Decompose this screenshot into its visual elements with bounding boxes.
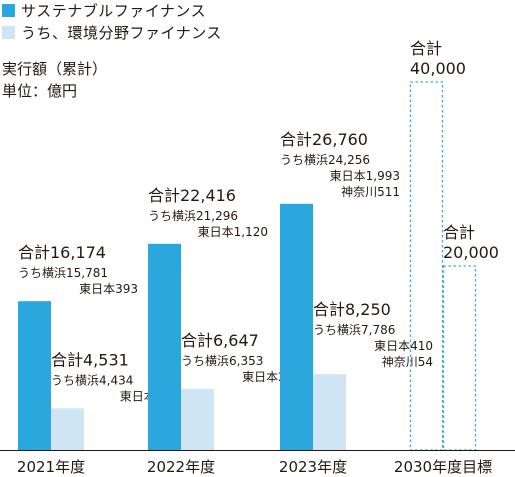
breakdown-sustainable-2-0: うち横浜24,256 [280,153,370,167]
breakdown-sustainable-1-1: 東日本1,120 [198,225,268,239]
bar-environment-1 [181,388,214,450]
unit-note: 実行額（累計） 単位：億円 [2,58,107,102]
total-label-environment-3: 合計 [443,223,475,242]
total-label-sustainable-3: 合計 [410,39,442,58]
total-label-sustainable-1: 合計22,416 [148,186,236,205]
total-label-sustainable-2: 合計26,760 [280,130,368,149]
legend-swatch-environment [2,26,15,39]
total-value-environment-3: 20,000 [443,243,499,262]
breakdown-environment-1-0: うち横浜6,353 [181,354,263,368]
legend-label-environment: うち、環境分野ファイナンス [21,24,222,42]
total-label-sustainable-0: 合計16,174 [18,243,106,262]
x-tick-label-2: 2023年度 [279,458,347,476]
bar-target-environment [442,265,477,451]
x-tick-label-0: 2021年度 [17,458,85,476]
bar-environment-0 [51,408,84,450]
breakdown-environment-0-0: うち横浜4,434 [51,373,133,387]
breakdown-sustainable-2-2: 神奈川511 [341,185,400,199]
legend-swatch-sustainable [2,4,15,17]
breakdown-sustainable-0-1: 東日本393 [79,282,138,296]
unit-line-2: 単位：億円 [2,82,78,100]
legend-item-environment: うち、環境分野ファイナンス [2,22,222,43]
x-tick-label-3: 2030年度目標 [394,458,492,476]
breakdown-environment-2-1: 東日本410 [374,339,433,353]
bar-sustainable-1 [148,243,181,450]
unit-line-1: 実行額（累計） [2,60,108,78]
x-tick-label-1: 2022年度 [147,458,215,476]
total-label-environment-1: 合計6,647 [181,331,259,350]
bar-target-sustainable [409,81,444,451]
legend-label-sustainable: サステナブルファイナンス [21,2,207,20]
breakdown-sustainable-0-0: うち横浜15,781 [18,266,108,280]
total-value-sustainable-3: 40,000 [410,59,466,78]
bar-sustainable-2 [280,203,313,450]
total-label-environment-2: 合計8,250 [313,300,391,319]
breakdown-environment-2-2: 神奈川54 [382,355,433,369]
breakdown-sustainable-2-1: 東日本1,993 [330,169,400,183]
breakdown-sustainable-1-0: うち横浜21,296 [148,209,238,223]
breakdown-environment-2-0: うち横浜7,786 [313,323,395,337]
total-label-environment-0: 合計4,531 [51,350,129,369]
bar-environment-2 [313,374,346,450]
bar-sustainable-0 [18,301,51,450]
legend-item-sustainable: サステナブルファイナンス [2,0,206,21]
